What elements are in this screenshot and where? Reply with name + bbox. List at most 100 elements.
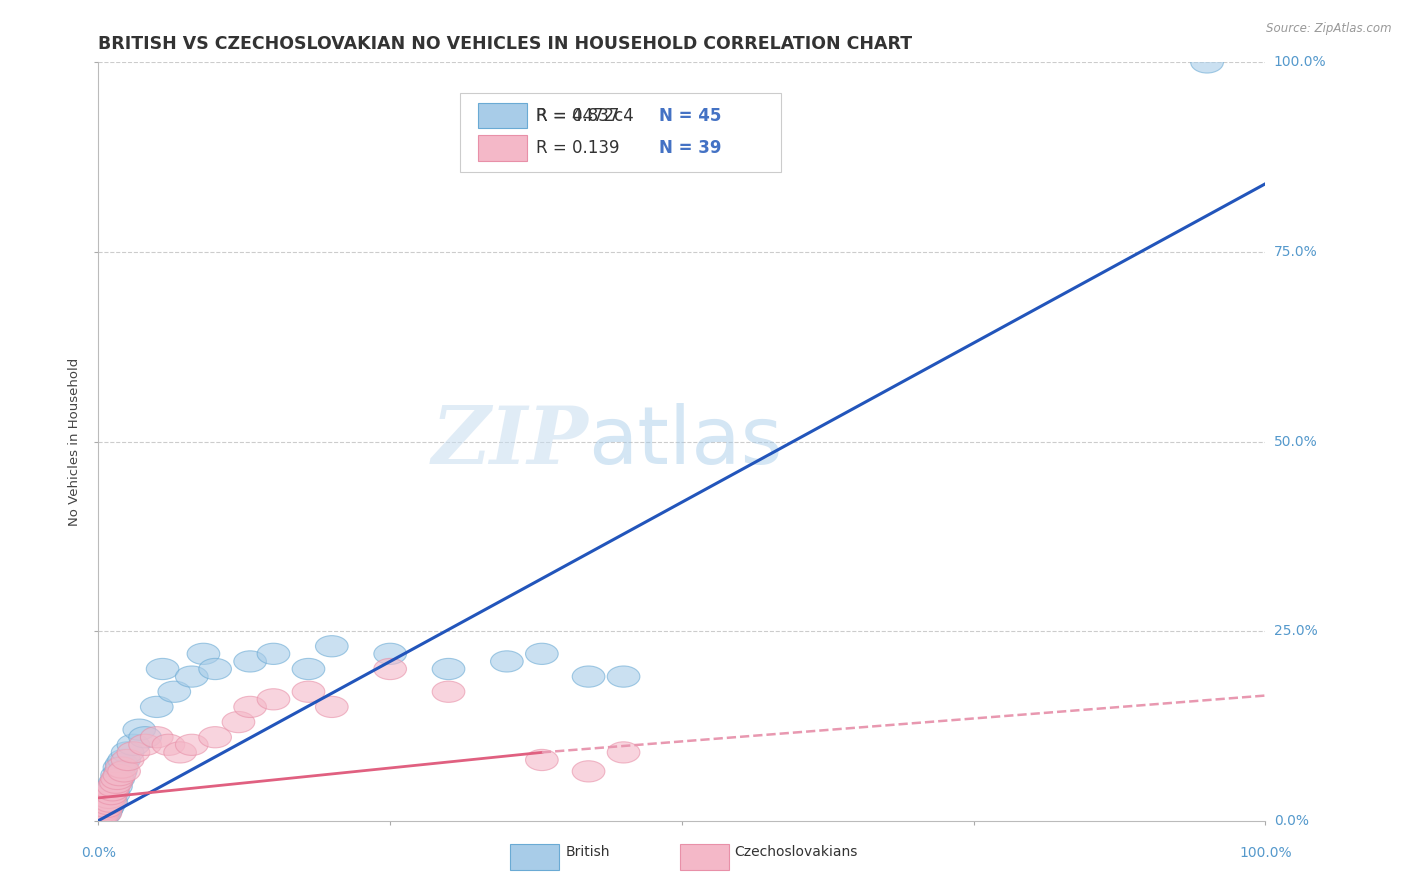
Ellipse shape [94,791,127,813]
Ellipse shape [86,806,118,828]
FancyBboxPatch shape [478,136,527,161]
Ellipse shape [257,689,290,710]
Ellipse shape [233,697,267,717]
Y-axis label: No Vehicles in Household: No Vehicles in Household [67,358,82,525]
Ellipse shape [526,643,558,665]
FancyBboxPatch shape [478,103,527,128]
Ellipse shape [122,719,156,740]
Text: 75.0%: 75.0% [1274,245,1317,259]
Ellipse shape [1191,52,1223,73]
Ellipse shape [141,727,173,747]
Ellipse shape [91,797,124,818]
Ellipse shape [572,666,605,687]
Ellipse shape [89,795,122,816]
Ellipse shape [94,788,127,808]
Ellipse shape [90,798,122,820]
Text: 50.0%: 50.0% [1274,434,1317,449]
FancyBboxPatch shape [510,844,560,870]
Ellipse shape [84,803,117,823]
Ellipse shape [491,651,523,672]
Ellipse shape [101,764,134,786]
Ellipse shape [108,761,141,782]
Text: 0.0%: 0.0% [82,846,115,860]
Ellipse shape [96,791,128,813]
Ellipse shape [83,806,115,828]
Ellipse shape [432,681,465,702]
Ellipse shape [163,742,197,763]
Text: R = 4472c4: R = 4472c4 [536,106,634,125]
Ellipse shape [315,697,349,717]
Ellipse shape [100,776,132,797]
Ellipse shape [374,658,406,680]
Text: ZIP: ZIP [432,403,589,480]
Ellipse shape [101,768,134,789]
Ellipse shape [108,749,141,771]
Ellipse shape [146,658,179,680]
Ellipse shape [176,734,208,756]
Ellipse shape [292,658,325,680]
Ellipse shape [89,791,121,813]
Ellipse shape [96,780,129,801]
Ellipse shape [100,772,132,793]
Ellipse shape [84,798,117,820]
Ellipse shape [607,666,640,687]
Ellipse shape [117,734,150,756]
Text: 25.0%: 25.0% [1274,624,1317,638]
Ellipse shape [292,681,325,702]
Ellipse shape [89,804,121,825]
Ellipse shape [141,697,173,717]
Text: Czechoslovakians: Czechoslovakians [734,846,858,860]
Ellipse shape [91,793,124,814]
Text: 100.0%: 100.0% [1274,55,1326,70]
Ellipse shape [129,727,162,747]
Ellipse shape [111,749,143,771]
Ellipse shape [87,803,120,823]
Ellipse shape [84,798,117,820]
Ellipse shape [105,757,138,778]
Text: N = 45: N = 45 [658,106,721,125]
Ellipse shape [198,658,232,680]
Ellipse shape [157,681,191,702]
Text: British: British [565,846,610,860]
Ellipse shape [432,658,465,680]
Ellipse shape [89,801,122,822]
Ellipse shape [526,749,558,771]
Text: 100.0%: 100.0% [1239,846,1292,860]
Ellipse shape [98,772,131,793]
Ellipse shape [129,734,162,756]
Text: N = 39: N = 39 [658,139,721,157]
Ellipse shape [104,761,136,782]
Ellipse shape [86,804,118,825]
Ellipse shape [257,643,290,665]
Ellipse shape [315,636,349,657]
Ellipse shape [89,791,122,813]
Text: 0.0%: 0.0% [1274,814,1309,828]
Ellipse shape [374,643,406,665]
Ellipse shape [89,798,121,820]
Ellipse shape [233,651,267,672]
Ellipse shape [87,795,120,816]
Ellipse shape [93,788,125,808]
FancyBboxPatch shape [679,844,728,870]
Ellipse shape [101,768,135,789]
Ellipse shape [607,742,640,763]
FancyBboxPatch shape [460,93,782,172]
Ellipse shape [86,795,118,816]
Ellipse shape [87,801,120,822]
Ellipse shape [90,797,122,818]
Ellipse shape [117,742,150,763]
Text: BRITISH VS CZECHOSLOVAKIAN NO VEHICLES IN HOUSEHOLD CORRELATION CHART: BRITISH VS CZECHOSLOVAKIAN NO VEHICLES I… [98,35,912,53]
Ellipse shape [97,776,129,797]
Ellipse shape [105,753,138,774]
Ellipse shape [103,757,136,778]
Text: Source: ZipAtlas.com: Source: ZipAtlas.com [1267,22,1392,36]
Ellipse shape [198,727,232,747]
Ellipse shape [96,780,129,801]
Text: R = 0.139: R = 0.139 [536,139,620,157]
Ellipse shape [572,761,605,782]
Ellipse shape [187,643,219,665]
Text: atlas: atlas [589,402,783,481]
Ellipse shape [96,783,128,805]
Ellipse shape [111,742,143,763]
Ellipse shape [89,803,122,823]
